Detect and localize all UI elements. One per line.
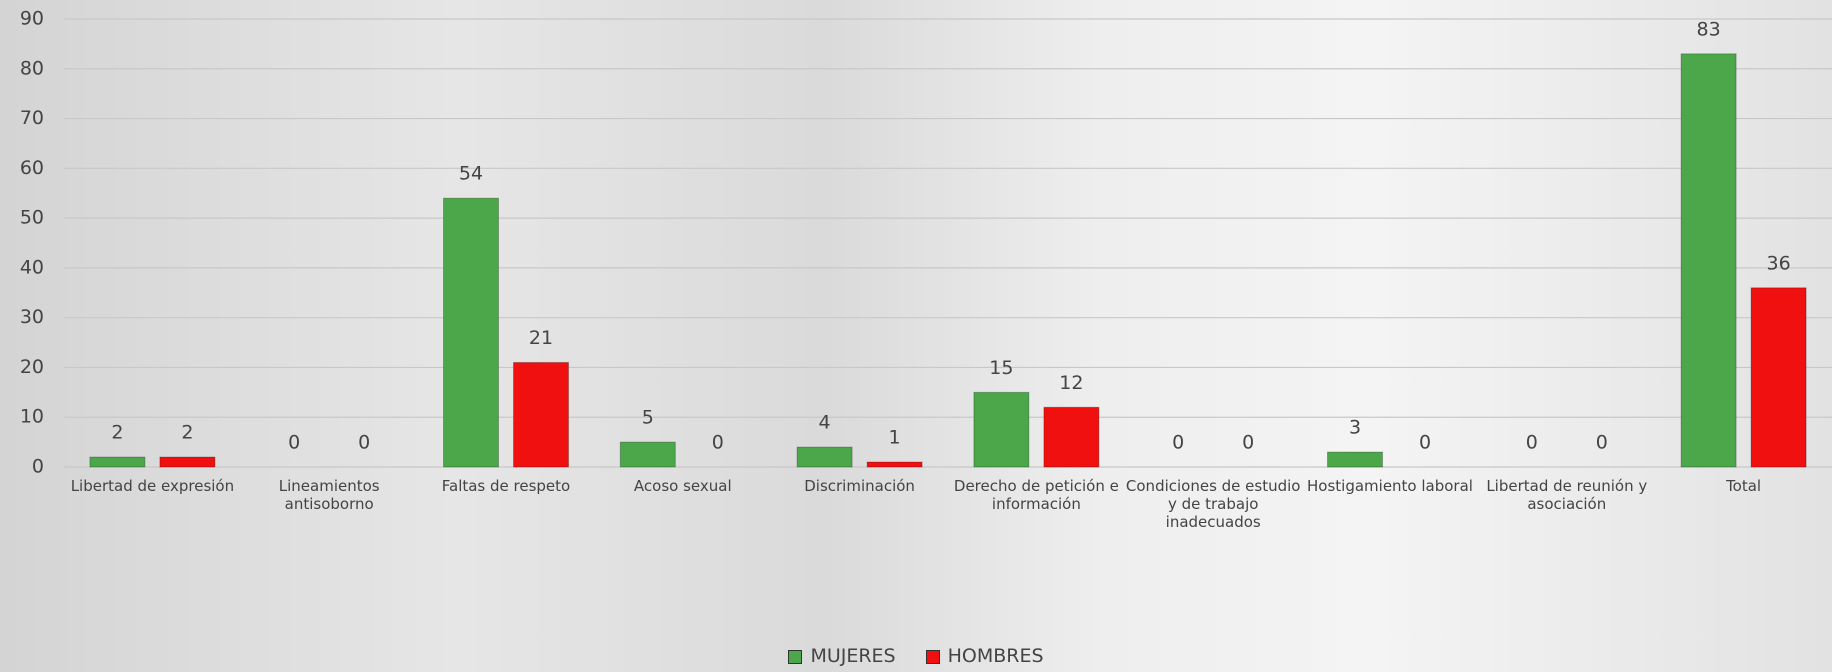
x-tick-label: Lineamientos antisoborno xyxy=(278,477,380,513)
y-tick-label: 80 xyxy=(20,57,44,79)
bar xyxy=(159,456,216,468)
x-tick-label: Libertad de expresión xyxy=(70,477,235,495)
data-label: 83 xyxy=(1697,18,1721,40)
legend-label: MUJERES xyxy=(810,645,896,667)
data-label: 5 xyxy=(642,407,654,429)
data-label: 12 xyxy=(1059,372,1083,394)
legend-item: MUJERES xyxy=(788,645,896,667)
y-tick-label: 60 xyxy=(20,157,44,179)
data-label: 0 xyxy=(1419,432,1431,454)
data-label: 0 xyxy=(288,432,300,454)
legend-item: HOMBRES xyxy=(925,645,1044,667)
data-label: 1 xyxy=(889,427,901,449)
y-tick-label: 10 xyxy=(20,406,44,428)
bar xyxy=(1680,53,1737,468)
x-tick-label: Faltas de respeto xyxy=(441,477,571,495)
data-label: 0 xyxy=(1596,432,1608,454)
y-tick-label: 70 xyxy=(20,107,44,129)
bar xyxy=(973,391,1030,468)
bar xyxy=(443,197,499,468)
y-tick-label: 50 xyxy=(20,207,44,229)
x-tick-label: Libertad de reunión y asociación xyxy=(1486,477,1648,513)
y-tick-label: 20 xyxy=(20,356,44,378)
data-label: 36 xyxy=(1767,252,1791,274)
data-label: 0 xyxy=(1242,432,1254,454)
legend-label: HOMBRES xyxy=(947,645,1044,667)
bar xyxy=(1043,406,1100,468)
data-label: 3 xyxy=(1349,417,1361,439)
bar xyxy=(89,456,146,468)
data-label: 0 xyxy=(1172,432,1184,454)
legend-swatch xyxy=(788,649,803,664)
x-tick-label: Condiciones de estudio y de trabajo inad… xyxy=(1125,477,1301,531)
bar xyxy=(1327,451,1383,468)
bar xyxy=(866,461,923,468)
x-tick-label: Total xyxy=(1726,477,1762,495)
y-tick-label: 0 xyxy=(32,456,44,478)
bar xyxy=(1750,287,1807,468)
bar xyxy=(619,441,676,468)
data-label: 2 xyxy=(181,422,193,444)
y-tick-label: 40 xyxy=(20,256,44,278)
y-tick-label: 90 xyxy=(20,8,44,30)
x-tick-label: Derecho de petición e información xyxy=(953,477,1119,513)
x-tick-label: Hostigamiento laboral xyxy=(1307,477,1473,495)
y-tick-label: 30 xyxy=(20,306,44,328)
bar xyxy=(513,361,569,468)
data-label: 0 xyxy=(1526,432,1538,454)
data-label: 0 xyxy=(712,432,724,454)
data-label: 15 xyxy=(989,357,1013,379)
data-label: 0 xyxy=(358,432,370,454)
legend-swatch xyxy=(925,649,940,664)
x-tick-label: Acoso sexual xyxy=(633,477,732,495)
legend: MUJERES HOMBRES xyxy=(0,645,1832,667)
data-label: 54 xyxy=(459,163,483,185)
x-tick-label: Discriminación xyxy=(804,477,915,495)
bar xyxy=(796,446,853,468)
data-label: 4 xyxy=(819,412,831,434)
data-label: 2 xyxy=(111,422,123,444)
data-label: 21 xyxy=(529,327,553,349)
